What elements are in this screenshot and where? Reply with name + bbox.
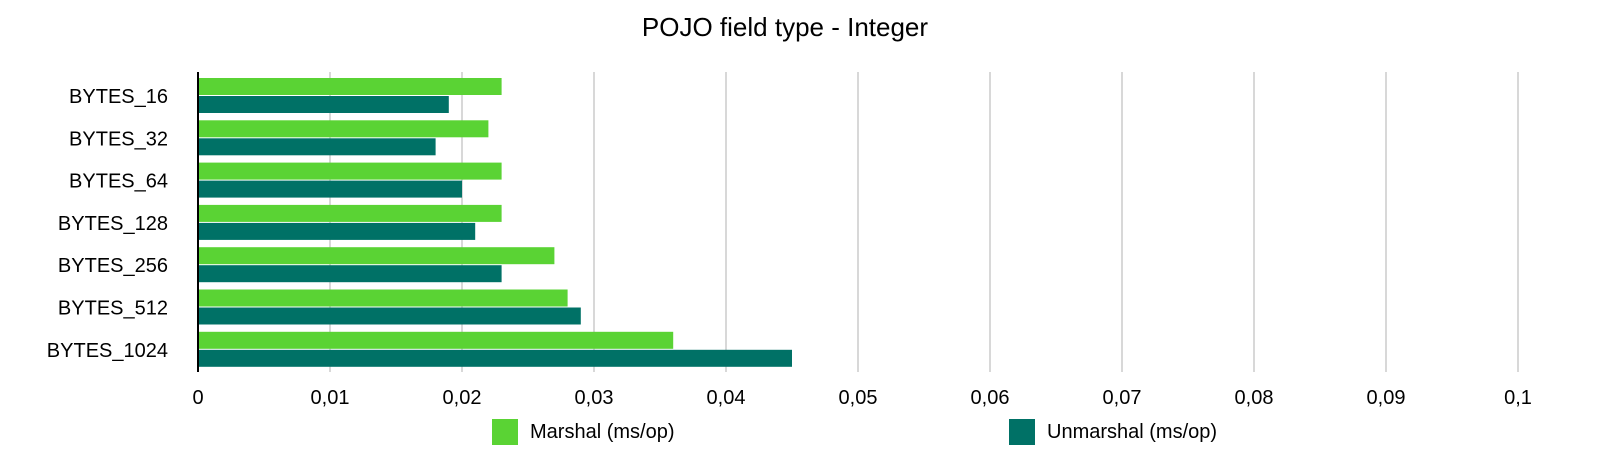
- x-tick-label: 0,1: [1504, 387, 1532, 409]
- x-tick-label: 0: [192, 387, 203, 409]
- x-tick-label: 0,01: [311, 387, 350, 409]
- bar-marshal: [198, 289, 568, 307]
- bar-unmarshal: [198, 265, 502, 283]
- category-label: BYTES_256: [58, 255, 168, 277]
- bar-unmarshal: [198, 138, 436, 156]
- bar-marshal: [198, 331, 674, 349]
- bar-unmarshal: [198, 96, 449, 113]
- legend-swatch-unmarshal: [1009, 419, 1035, 445]
- legend-item-marshal: Marshal (ms/op): [492, 419, 674, 445]
- x-tick-label: 0,02: [443, 387, 482, 409]
- legend-item-unmarshal: Unmarshal (ms/op): [1009, 419, 1217, 445]
- x-tick-label: 0,03: [575, 387, 614, 409]
- legend-label-marshal: Marshal (ms/op): [530, 420, 675, 443]
- bar-unmarshal: [198, 307, 581, 325]
- chart-title: POJO field type - Integer: [641, 12, 929, 42]
- bar-marshal: [198, 247, 555, 265]
- x-tick-label: 0,04: [707, 387, 746, 409]
- bar-unmarshal: [198, 180, 462, 198]
- legend-swatch-marshal: [492, 419, 518, 445]
- category-label: BYTES_16: [69, 86, 168, 108]
- legend-label-unmarshal: Unmarshal (ms/op): [1047, 420, 1218, 443]
- category-label: BYTES_512: [58, 298, 168, 320]
- x-tick-label: 0,09: [1367, 387, 1406, 409]
- bar-marshal: [198, 162, 502, 180]
- x-tick-label: 0,05: [839, 387, 878, 409]
- bar-unmarshal: [198, 349, 792, 367]
- x-tick-label: 0,07: [1103, 387, 1142, 409]
- category-label: BYTES_32: [69, 128, 168, 150]
- category-label: BYTES_1024: [47, 340, 168, 362]
- x-tick-label: 0,08: [1235, 387, 1274, 409]
- bar-marshal: [198, 204, 502, 222]
- bar-marshal: [198, 78, 502, 95]
- category-label: BYTES_128: [58, 213, 168, 235]
- x-tick-label: 0,06: [971, 387, 1010, 409]
- category-label: BYTES_64: [69, 171, 168, 193]
- bar-unmarshal: [198, 222, 476, 240]
- bar-marshal: [198, 120, 489, 138]
